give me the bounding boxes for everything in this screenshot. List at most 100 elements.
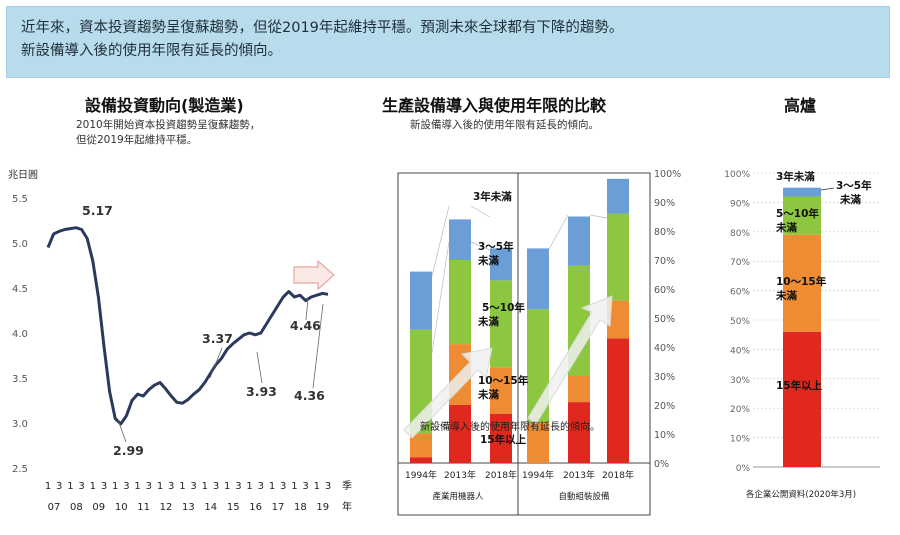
segment-label: 未滿	[775, 289, 797, 302]
y-tick-label: 40%	[730, 346, 750, 356]
y-tick-label: 4.5	[12, 284, 28, 295]
group-label: 產業用機器人	[432, 491, 484, 502]
x-quarter-label: 3	[258, 481, 264, 492]
y-tick-label: 100%	[654, 169, 681, 180]
y-tick-label: 3.0	[12, 419, 28, 430]
source-note: 各企業公開資料(2020年3月)	[746, 489, 856, 500]
y-tick-label: 20%	[730, 405, 750, 415]
stacked-bar-segment	[607, 300, 629, 339]
stacked-bar-segment	[527, 422, 549, 463]
trend-arrow-icon	[293, 259, 335, 291]
y-tick-label: 80%	[654, 227, 675, 238]
stacked-bar-segment	[490, 367, 512, 414]
segment-label: 3～5年	[478, 240, 514, 253]
stacked-bar-segment	[568, 376, 590, 403]
x-quarter-label: 3	[101, 481, 107, 492]
y-tick-label: 2.5	[12, 464, 28, 475]
x-year-label: 14	[204, 502, 217, 513]
x-year-label: 12	[160, 502, 173, 513]
x-year-label: 19	[316, 502, 329, 513]
segment-label: 5～10年	[482, 301, 525, 314]
data-label: 4.36	[294, 388, 325, 403]
stacked-bar-segment	[410, 434, 432, 458]
x-quarter-label: 3	[123, 481, 129, 492]
category-label: 1994年	[522, 469, 554, 481]
y-tick-label: 0%	[654, 459, 669, 470]
annotation-leader	[117, 419, 127, 443]
stacked-bar-segment	[410, 457, 432, 463]
x-year-label: 15	[227, 502, 240, 513]
x-year-label: 18	[294, 502, 307, 513]
stacked-bar-segment	[783, 196, 821, 235]
x-year-label: 13	[182, 502, 195, 513]
line-chart-subtitle-1: 2010年開始資本投資趨勢呈復蘇趨勢，	[76, 119, 261, 131]
stacked-bar-segment	[490, 280, 512, 368]
bar-connector	[431, 241, 450, 354]
x-quarter-label: 1	[157, 481, 163, 492]
x-quarter-label: 3	[302, 481, 308, 492]
x-quarter-label: 3	[56, 481, 62, 492]
x-quarter-label: 1	[67, 481, 73, 492]
x-quarter-label: 3	[78, 481, 84, 492]
segment-label: 未滿	[477, 315, 499, 328]
x-quarter-label: 3	[146, 481, 152, 492]
stacked-bar-segment	[607, 213, 629, 301]
segment-label: 未滿	[477, 254, 499, 267]
line-chart-subtitle: 2010年開始資本投資趨勢呈復蘇趨勢， 但從2019年起維持平穩。	[76, 118, 260, 148]
x-year-label: 16	[249, 502, 262, 513]
y-tick-label: 10%	[654, 430, 675, 441]
stacked-bar-segment	[568, 402, 590, 463]
x-year-label: 09	[92, 502, 105, 513]
stacked-bar-segment	[527, 248, 549, 310]
y-tick-label: 50%	[730, 317, 750, 327]
summary-banner: 近年來，資本投資趨勢呈復蘇趨勢，但從2019年起維持平穩。預測未來全球都有下降的…	[6, 6, 890, 78]
stacked-bar-segment	[490, 413, 512, 463]
trend-arrow-icon	[527, 295, 613, 425]
trend-arrow-icon	[403, 347, 493, 439]
x-quarter-label: 1	[291, 481, 297, 492]
investment-line	[46, 226, 329, 426]
group-label: 自動組裝設備	[558, 491, 610, 502]
y-tick-label: 40%	[654, 343, 675, 354]
segment-label: 10～15年	[478, 374, 529, 387]
x-quarter-label: 3	[280, 481, 286, 492]
x-year-label: 07	[48, 502, 61, 513]
stacked-bar-segment	[783, 187, 821, 197]
annotation-leader	[820, 187, 835, 191]
summary-line-1: 近年來，資本投資趨勢呈復蘇趨勢，但從2019年起維持平穩。預測未來全球都有下降的…	[21, 20, 624, 36]
segment-label: 5～10年	[776, 207, 819, 220]
stacked-bar-segment	[607, 178, 629, 214]
stacked-bar-segment	[410, 271, 432, 330]
category-label: 2013年	[563, 469, 595, 481]
stacked-bar-segment	[449, 260, 471, 345]
stacked-bar-segment	[607, 338, 629, 463]
y-tick-label: 50%	[654, 314, 675, 325]
x-quarter-label: 3	[168, 481, 174, 492]
y-axis-label: 兆日圓	[8, 169, 38, 181]
x-quarter-label: 3	[235, 481, 241, 492]
stacked-bar-segment	[490, 248, 512, 281]
line-chart-title: 設備投資動向(製造業)	[85, 96, 244, 115]
data-label: 5.17	[82, 203, 113, 218]
segment-label: 未滿	[477, 388, 499, 401]
data-label: 4.46	[290, 318, 321, 333]
x-quarter-label: 3	[325, 481, 331, 492]
x-axis-label-year: 年	[342, 500, 352, 513]
x-quarter-label: 3	[190, 481, 196, 492]
x-quarter-label: 1	[269, 481, 275, 492]
category-label: 2018年	[485, 469, 517, 481]
x-quarter-label: 1	[202, 481, 208, 492]
segment-label: 15年以上	[776, 379, 823, 392]
y-tick-label: 60%	[654, 285, 675, 296]
summary-line-2: 新設備導入後的使用年限有延長的傾向。	[21, 43, 282, 59]
category-label: 1994年	[405, 469, 437, 481]
annotation-leader	[305, 297, 309, 321]
y-tick-label: 5.5	[12, 194, 28, 205]
y-tick-label: 3.5	[12, 374, 28, 385]
y-tick-label: 0%	[736, 464, 751, 474]
data-label: 2.99	[113, 443, 144, 458]
category-label: 2018年	[602, 469, 634, 481]
stacked-bar-segment	[449, 219, 471, 260]
bar-chart-subtitle: 新設備導入後的使用年限有延長的傾向。	[410, 119, 599, 131]
